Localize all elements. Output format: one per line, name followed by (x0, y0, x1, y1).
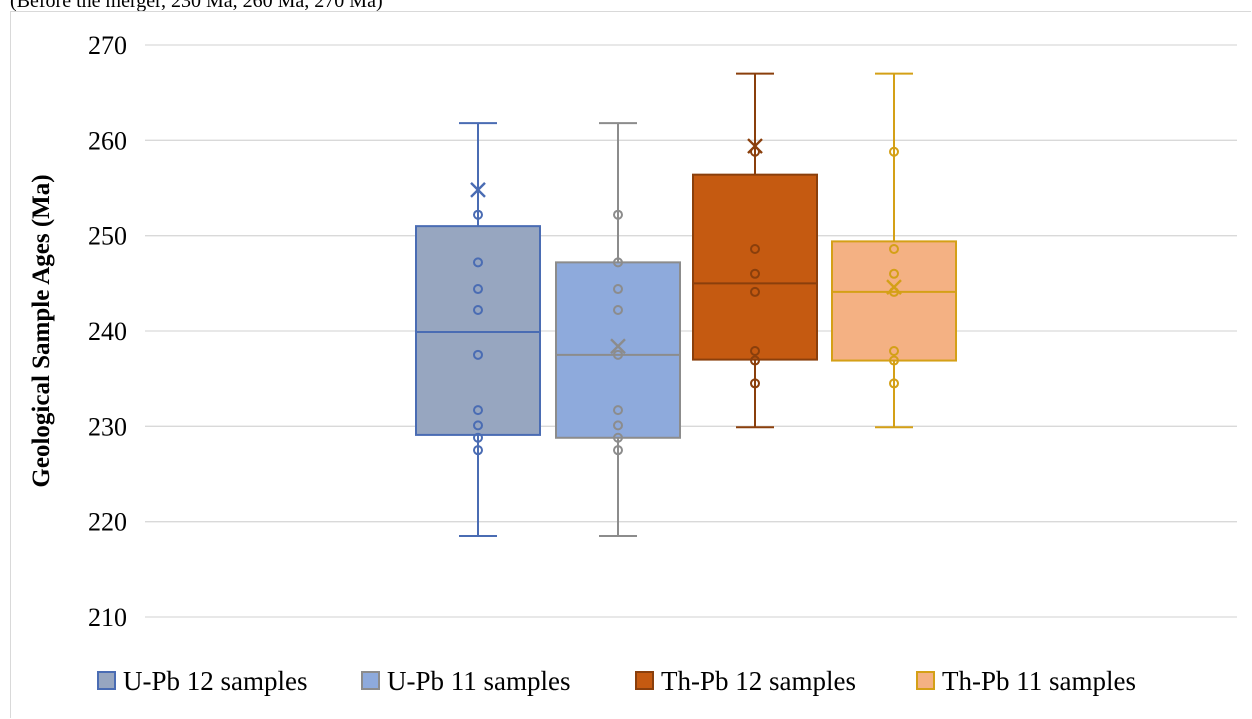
data-point (613, 445, 623, 456)
data-point (889, 146, 899, 157)
data-point (473, 305, 483, 316)
data-point (889, 346, 899, 357)
legend-label: U-Pb 11 samples (387, 666, 571, 696)
data-point (750, 286, 760, 297)
data-point (889, 355, 899, 366)
y-tick-label: 240 (88, 317, 127, 346)
data-point (889, 244, 899, 255)
legend-swatch (916, 671, 935, 690)
data-point (613, 257, 623, 268)
data-point (473, 420, 483, 431)
y-tick-label: 220 (88, 508, 127, 537)
legend-label: U-Pb 12 samples (123, 666, 308, 696)
mean-marker (747, 138, 763, 154)
legend-label: Th-Pb 12 samples (661, 666, 856, 696)
data-point (613, 209, 623, 220)
legend-item-4: Th-Pb 11 samples (916, 666, 1136, 696)
data-point (473, 284, 483, 295)
mean-marker (610, 338, 626, 355)
box-4 (831, 72, 957, 429)
legend-swatch (361, 671, 380, 690)
data-point (473, 209, 483, 220)
y-tick-labels: 210 220 230 240 250 260 270 (88, 31, 127, 632)
y-tick-label: 230 (88, 412, 127, 441)
box-3 (692, 72, 818, 429)
y-tick-label: 250 (88, 222, 127, 251)
data-point (613, 305, 623, 316)
legend-item-3: Th-Pb 12 samples (635, 666, 856, 696)
data-point (613, 432, 623, 443)
y-tick-label: 260 (88, 126, 127, 155)
data-point (613, 284, 623, 295)
box-series (415, 72, 957, 537)
legend-item-1: U-Pb 12 samples (97, 666, 308, 696)
box-iqr (415, 225, 541, 436)
mean-marker (886, 279, 902, 295)
data-point (473, 257, 483, 268)
legend: U-Pb 12 samples U-Pb 11 samples Th-Pb 12 s… (97, 666, 1136, 696)
legend-label: Th-Pb 11 samples (942, 666, 1136, 696)
y-tick-label: 210 (88, 603, 127, 632)
box-1 (415, 122, 541, 537)
data-point (613, 420, 623, 431)
data-point (750, 346, 760, 357)
data-point (473, 432, 483, 443)
data-point (750, 378, 760, 389)
data-point (750, 355, 760, 366)
y-tick-label: 270 (88, 31, 127, 60)
box-iqr (692, 173, 818, 361)
mean-marker (470, 182, 486, 198)
chart-caption: (Before the merger, 230 Ma, 260 Ma, 270 … (10, 0, 383, 12)
y-axis-label: Geological Sample Ages (Ma) (28, 174, 55, 487)
data-point (613, 405, 623, 416)
data-point (750, 268, 760, 279)
legend-swatch (635, 671, 654, 690)
data-point (889, 268, 899, 279)
data-point (473, 405, 483, 416)
gridlines (145, 44, 1237, 618)
data-point (750, 244, 760, 255)
data-point (750, 146, 760, 157)
data-point (613, 349, 623, 360)
legend-item-2: U-Pb 11 samples (361, 666, 571, 696)
data-point (473, 349, 483, 360)
box-2 (555, 122, 681, 537)
data-point (473, 445, 483, 456)
chart-frame (10, 11, 1251, 718)
box-iqr (831, 240, 957, 362)
legend-swatch (97, 671, 116, 690)
data-point (889, 378, 899, 389)
